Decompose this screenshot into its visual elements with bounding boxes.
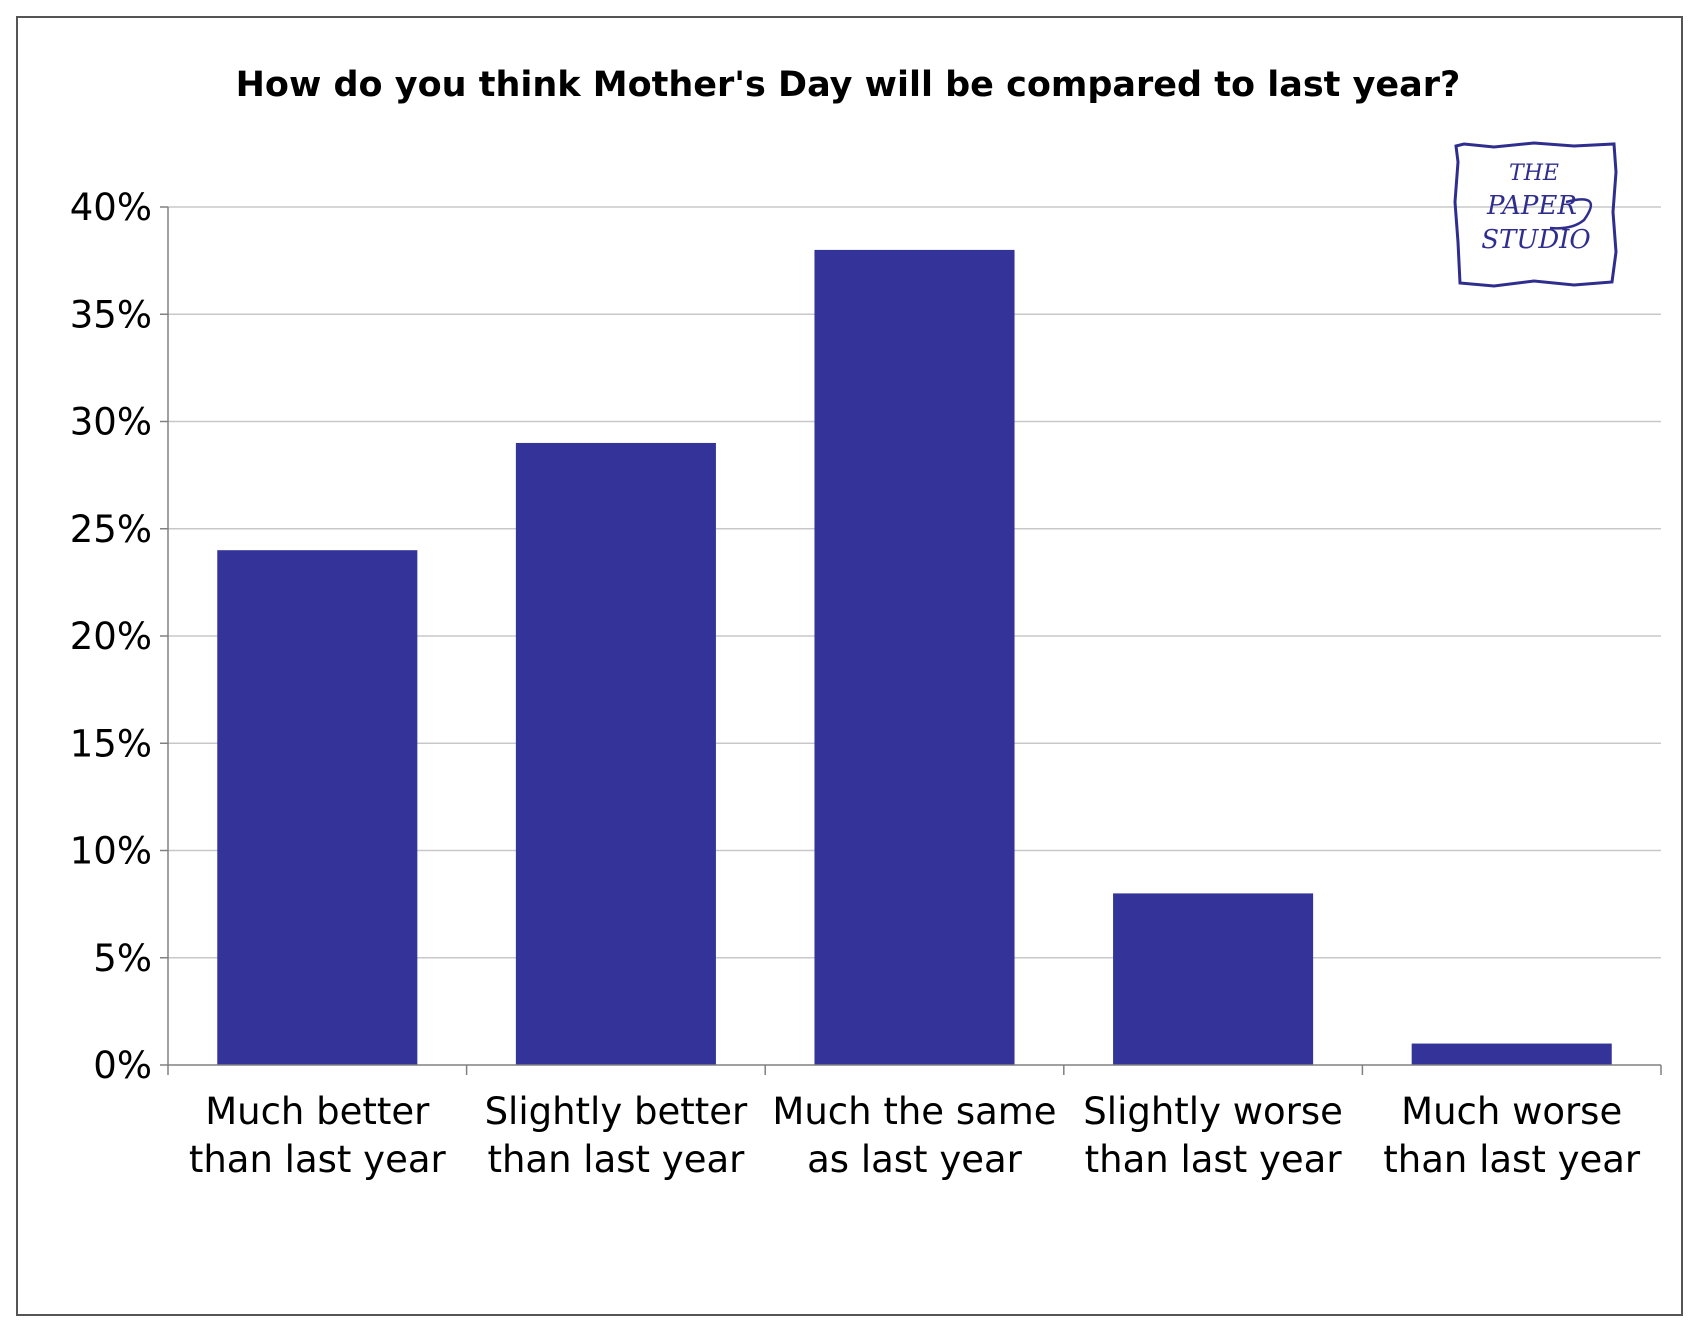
x-category-label: Much worse than last year: [1383, 1090, 1641, 1181]
axes: [160, 206, 1662, 1075]
x-category-label-line: Much worse: [1401, 1090, 1622, 1133]
x-category-label: Much the same as last year: [772, 1090, 1056, 1181]
x-category-label-line: Slightly better: [485, 1090, 748, 1133]
bars: [217, 249, 1612, 1065]
bar-chart: How do you think Mother's Day will be co…: [70, 65, 1662, 1181]
y-tick-label: 0%: [93, 1044, 152, 1087]
x-category-label: Slightly better than last year: [485, 1090, 748, 1181]
chart-title: How do you think Mother's Day will be co…: [236, 65, 1461, 105]
y-tick-label: 25%: [70, 508, 152, 551]
logo-text-paper: PAPER: [1486, 191, 1577, 221]
y-tick-label: 10%: [70, 830, 152, 873]
x-category-label-line: Much better: [205, 1090, 430, 1133]
paper-studio-logo: THE PAPER STUDIO: [1453, 141, 1618, 288]
logo-text-the: THE: [1509, 161, 1559, 186]
x-category-label-line: than last year: [189, 1138, 447, 1181]
logo-text-studio: STUDIO: [1481, 225, 1591, 255]
y-tick-label: 5%: [93, 937, 152, 980]
bar: [217, 550, 418, 1065]
bar: [1411, 1043, 1612, 1065]
bar: [1113, 893, 1314, 1065]
x-category-label-line: Much the same: [772, 1090, 1056, 1133]
y-tick-label: 15%: [70, 722, 152, 765]
y-tick-label: 30%: [70, 401, 152, 444]
x-category-label: Slightly worse than last year: [1083, 1090, 1343, 1181]
y-tick-label: 20%: [70, 615, 152, 658]
x-category-label-line: Slightly worse: [1083, 1090, 1343, 1133]
x-category-label-line: as last year: [807, 1138, 1023, 1181]
x-category-label-line: than last year: [1085, 1138, 1343, 1181]
x-category-label: Much better than last year: [189, 1090, 447, 1181]
y-axis-tick-labels: 0% 5% 10% 15% 20% 25% 30% 35% 40%: [70, 186, 152, 1087]
x-category-label-line: than last year: [487, 1138, 745, 1181]
chart-frame: How do you think Mother's Day will be co…: [16, 16, 1683, 1316]
bar: [515, 442, 716, 1065]
x-category-label-line: than last year: [1383, 1138, 1641, 1181]
y-tick-label: 35%: [70, 293, 152, 336]
bar: [814, 249, 1015, 1065]
y-tick-label: 40%: [70, 186, 152, 229]
